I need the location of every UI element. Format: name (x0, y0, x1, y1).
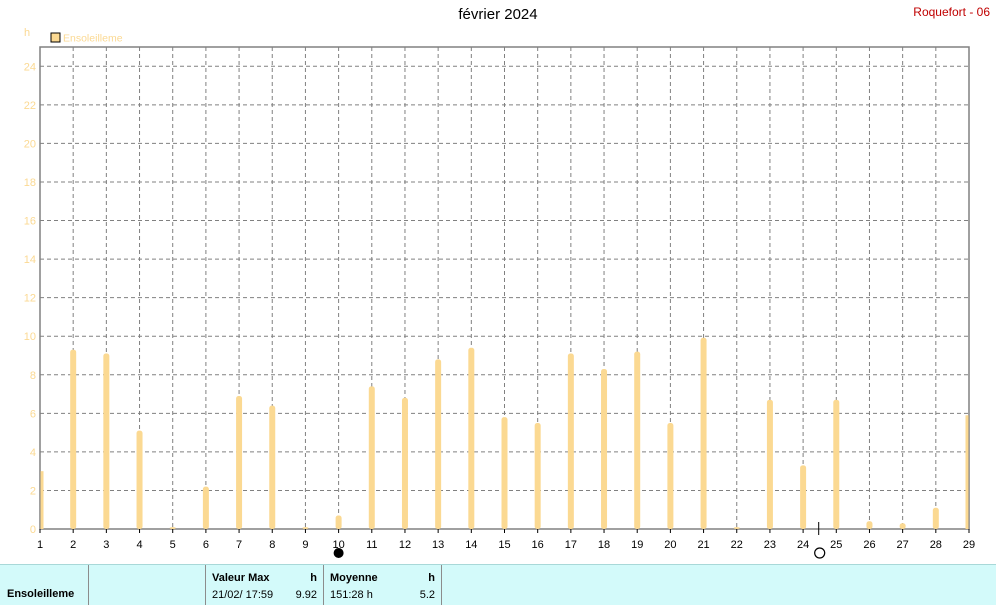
new-moon-icon (333, 548, 344, 558)
grid (40, 47, 969, 529)
avg-unit: h (428, 572, 435, 584)
bar (733, 527, 740, 529)
x-tick-label: 1 (37, 539, 43, 551)
bar (932, 507, 939, 529)
x-tick-label: 19 (631, 539, 643, 551)
x-tick-label: 29 (963, 539, 975, 551)
avg-value: 5.2 (419, 589, 435, 601)
footer-series-cell: Ensoleilleme (0, 565, 89, 605)
x-tick-label: 17 (565, 539, 577, 551)
y-tick-label: 24 (24, 61, 36, 73)
max-value: 9.92 (295, 589, 317, 601)
x-tick-label: 21 (697, 539, 709, 551)
bar (169, 527, 176, 529)
x-tick-label: 24 (797, 539, 809, 551)
footer-avg-cell: Moyenne h 151:28 h 5.2 (324, 565, 442, 605)
x-tick-label: 15 (498, 539, 510, 551)
y-tick-label: 14 (24, 254, 36, 266)
footer-max-cell: Valeur Max h 21/02/ 17:59 9.92 (206, 565, 324, 605)
legend-label: Ensoleilleme (63, 33, 123, 45)
bar (236, 395, 243, 529)
summary-footer: Ensoleilleme Valeur Max h 21/02/ 17:59 9… (0, 564, 996, 605)
footer-rest-cell (442, 565, 996, 605)
chart-title: février 2024 (458, 6, 538, 23)
x-tick-label: 13 (432, 539, 444, 551)
avg-label: Moyenne (330, 572, 378, 584)
bar (202, 486, 209, 529)
x-tick-label: 20 (664, 539, 676, 551)
x-tick-label: 9 (302, 539, 308, 551)
bar (833, 399, 840, 529)
x-tick-label: 5 (170, 539, 176, 551)
x-tick-label: 25 (830, 539, 842, 551)
bar (368, 386, 375, 529)
bar (302, 527, 309, 529)
y-tick-label: 0 (30, 524, 36, 536)
x-tick-label: 3 (103, 539, 109, 551)
x-tick-label: 27 (897, 539, 909, 551)
bar (700, 337, 707, 529)
x-axis-ticks: 1 2 3 4 5 6 7 8 9 10 11 12 13 14 15 16 17 18 19 20 21 22 23 24 2… (37, 529, 975, 551)
bar (634, 351, 641, 529)
y-axis-unit: h (24, 27, 30, 39)
bar (766, 399, 773, 529)
y-tick-label: 22 (24, 100, 36, 112)
bars (40, 337, 969, 529)
x-tick-label: 10 (332, 539, 344, 551)
x-tick-label: 11 (366, 539, 377, 551)
bar (335, 515, 342, 529)
x-tick-label: 6 (203, 539, 209, 551)
bar (40, 471, 44, 529)
y-tick-label: 18 (24, 177, 36, 189)
y-tick-label: 4 (30, 447, 36, 459)
x-tick-label: 12 (399, 539, 411, 551)
bar (866, 521, 873, 529)
station-name: Roquefort - 06 (913, 5, 990, 19)
y-tick-label: 2 (30, 485, 36, 497)
max-label: Valeur Max (212, 572, 270, 584)
x-tick-label: 7 (236, 539, 242, 551)
bar (534, 422, 541, 529)
y-tick-label: 12 (24, 293, 36, 305)
bar (435, 359, 442, 529)
x-tick-label: 23 (764, 539, 776, 551)
full-moon-icon (814, 547, 826, 559)
avg-total: 151:28 h (330, 589, 373, 601)
x-tick-label: 26 (863, 539, 875, 551)
x-tick-label: 4 (136, 539, 142, 551)
bar (667, 422, 674, 529)
legend-swatch (50, 32, 61, 43)
bar (103, 353, 110, 529)
max-date: 21/02/ 17:59 (212, 589, 274, 601)
bar (567, 353, 574, 529)
y-tick-label: 20 (24, 138, 36, 150)
x-tick-label: 8 (269, 539, 275, 551)
bar (800, 465, 807, 529)
y-tick-label: 8 (30, 370, 36, 382)
footer-series-name: Ensoleilleme (7, 588, 75, 600)
bar (965, 415, 969, 529)
bar (501, 417, 508, 529)
bar (401, 397, 408, 529)
bar (136, 430, 143, 529)
y-tick-label: 10 (24, 331, 36, 343)
x-tick-label: 16 (532, 539, 544, 551)
bar (899, 523, 906, 529)
x-tick-label: 28 (930, 539, 942, 551)
y-tick-label: 16 (24, 216, 36, 228)
x-tick-label: 22 (731, 539, 743, 551)
x-tick-label: 18 (598, 539, 610, 551)
bar (269, 405, 276, 529)
bar (601, 368, 608, 529)
y-tick-label: 6 (30, 408, 36, 420)
max-unit: h (310, 572, 317, 584)
x-tick-label: 14 (465, 539, 477, 551)
footer-empty-cell (89, 565, 206, 605)
bar (70, 349, 77, 529)
moon-phases (333, 522, 826, 559)
x-tick-label: 2 (70, 539, 76, 551)
bar (468, 347, 475, 529)
